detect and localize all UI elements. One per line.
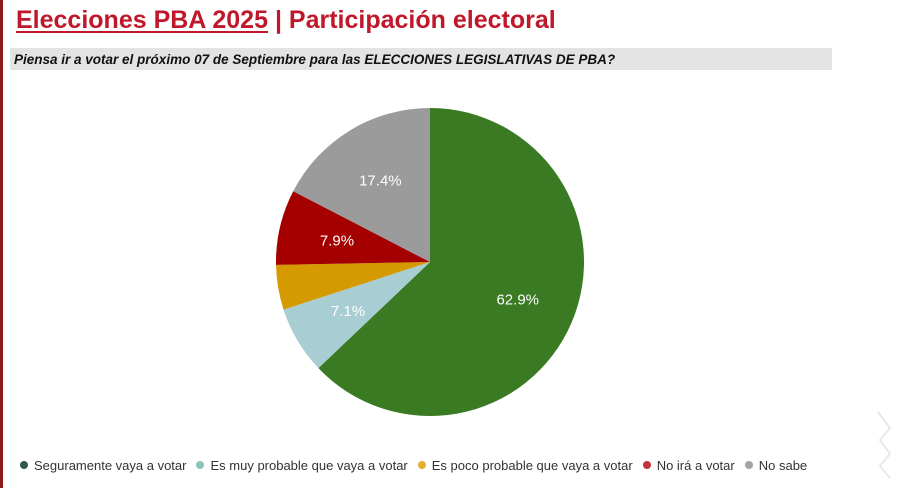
title-subtitle: Participación electoral [288, 6, 556, 34]
question-text: Piensa ir a votar el próximo 07 de Septi… [14, 51, 616, 67]
data-label-no-ira: 7.9% [320, 232, 354, 249]
legend-label: No irá a votar [656, 457, 735, 473]
legend-item-muy-probable: Es muy probable que vaya a votar [196, 457, 408, 473]
legend-label: Es poco probable que vaya a votar [431, 457, 633, 473]
legend-item-seguramente: Seguramente vaya a votar [20, 458, 186, 473]
legend-item-poco-probable: Es poco probable que vaya a votar [417, 457, 633, 473]
title-separator: | [274, 6, 282, 34]
data-label-no-sabe: 17.4% [359, 172, 402, 189]
left-accent-rule [0, 0, 3, 488]
legend-dot-icon [196, 461, 205, 469]
pie-slice-no-ira [276, 191, 430, 265]
legend-dot-icon [642, 461, 651, 469]
pie-slice-no-sabe [293, 108, 430, 262]
pie-slice-poco-probable [276, 262, 430, 310]
legend-label: Es muy probable que vaya a votar [210, 457, 408, 473]
legend-label: No sabe [758, 457, 808, 473]
corner-decoration-icon [877, 411, 892, 479]
legend-item-no-ira: No irá a votar [642, 457, 735, 473]
title-main: Elecciones PBA 2025 [16, 6, 268, 34]
legend-dot-icon [20, 461, 28, 469]
pie-slice-muy-probable [283, 262, 430, 369]
data-label-muy-probable: 7.1% [331, 303, 365, 320]
page-title: Elecciones PBA 2025 | Participación elec… [16, 6, 556, 35]
data-label-seguramente: 62.9% [496, 292, 539, 309]
pie-slice-seguramente [318, 108, 584, 416]
legend-item-no-sabe: No sabe [744, 457, 808, 473]
question-bar: Piensa ir a votar el próximo 07 de Septi… [10, 48, 832, 70]
legend-dot-icon [417, 461, 426, 469]
chart-legend: Seguramente vaya a votar Es muy probable … [20, 456, 817, 474]
legend-label: Seguramente vaya a votar [34, 457, 187, 473]
legend-dot-icon [744, 461, 753, 469]
